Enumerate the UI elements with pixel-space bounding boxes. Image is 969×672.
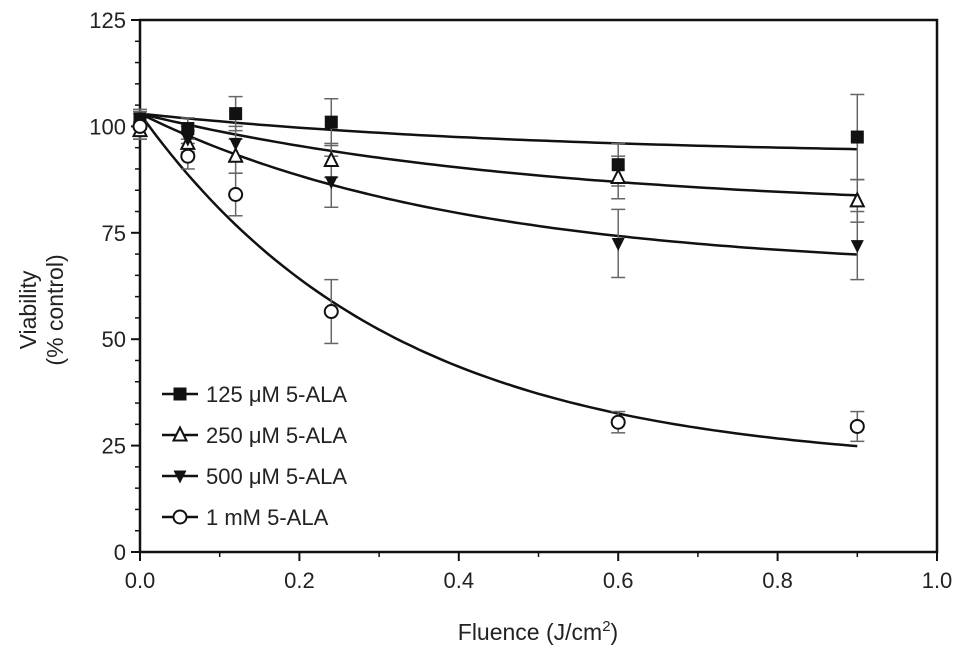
data-points [131,93,866,443]
y-axis-label-line1: Viability [15,270,41,349]
legend-marker [172,509,188,525]
legend-label: 1 mM 5-ALA [206,505,329,530]
y-tick-label: 25 [102,434,126,459]
x-tick-label: 0.8 [762,568,793,593]
data-point [323,150,340,167]
legend-label: 125 μM 5-ALA [206,382,347,407]
fit-curve [139,112,858,151]
legend-label: 500 μM 5-ALA [206,464,347,489]
data-point [323,304,339,320]
data-point [610,414,626,430]
x-tick-label: 1.0 [922,568,953,593]
fit-curve [139,112,858,197]
data-point [229,137,243,151]
data-point [610,167,627,184]
data-point [180,148,196,164]
data-point [229,107,243,121]
data-point [611,237,625,251]
data-point [324,176,338,190]
data-point [850,130,864,144]
data-point [324,115,338,129]
data-point [181,122,195,136]
x-axis-label-main: Fluence (J/cm [458,619,602,645]
y-tick-label: 125 [89,8,126,33]
fit-curve [138,112,858,448]
x-axis-label: Fluence (J/cm2) [458,618,618,645]
x-tick-label: 0.2 [284,568,315,593]
data-point [181,133,195,147]
data-point [132,118,148,134]
legend-marker [173,387,187,401]
axes: 0 25 50 75 100 125 0.0 0.2 0.4 0.6 0.8 1.0 [89,8,952,593]
data-point [133,112,147,126]
x-tick-label: 0.4 [444,568,475,593]
x-axis-label-sup: 2 [602,618,610,635]
legend-label: 250 μM 5-ALA [206,423,347,448]
legend-marker [173,470,187,484]
legend-marker [171,425,189,442]
y-tick-label: 75 [102,221,126,246]
y-tick-label: 100 [89,114,126,139]
x-axis-label-end: ) [611,619,619,645]
data-point [849,191,866,208]
x-tick-label: 0.6 [603,568,634,593]
data-point [850,240,864,254]
fit-curves [138,112,858,448]
y-tick-label: 0 [114,540,126,565]
data-point [227,146,244,163]
y-axis-label-line2: (% control) [42,254,68,365]
legend: 125 μM 5-ALA 250 μM 5-ALA 500 μM 5-ALA 1 mM… [162,382,347,530]
data-point [228,186,244,202]
fit-curve [139,112,858,256]
y-tick-label: 50 [102,327,126,352]
data-point [611,158,625,172]
data-point [849,418,865,434]
x-tick-label: 0.0 [125,568,156,593]
